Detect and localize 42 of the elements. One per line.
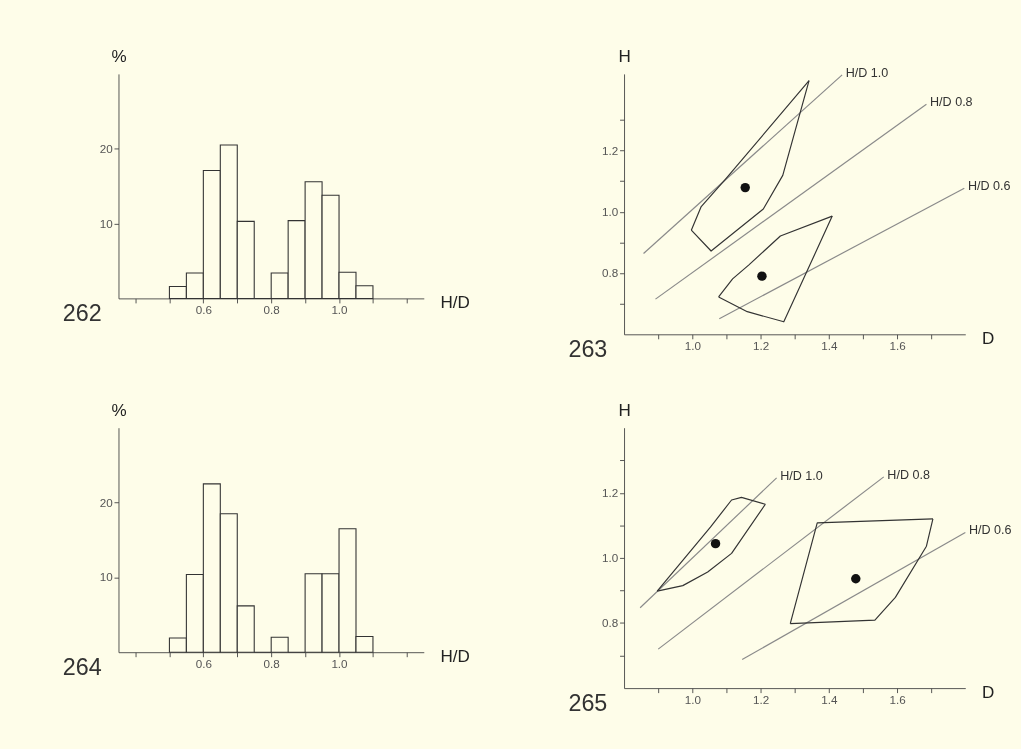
x-tick-label: 1.2 (752, 339, 770, 353)
x-tick-label: 1.6 (889, 692, 906, 706)
y-tick-label: 1.0 (602, 204, 619, 218)
y-tick-label: 1.2 (602, 485, 619, 499)
y-axis-title: % (111, 46, 127, 66)
series-label: H/D 0.8 (930, 95, 973, 110)
x-axis-title: H/D (440, 646, 470, 666)
text: 264 (62, 653, 102, 680)
y-tick-label: 10 (99, 216, 114, 230)
x-tick-label: 0.8 (263, 303, 280, 317)
text: 263 (568, 335, 608, 362)
series-label: H/D 0.8 (887, 467, 930, 482)
y-axis-title: % (111, 400, 127, 420)
series-label: H/D 0.6 (967, 179, 1011, 194)
y-tick-label: 20 (99, 141, 114, 155)
x-tick-label: 1.0 (684, 692, 702, 706)
x-axis-title: D (981, 682, 995, 702)
x-tick-label: 1.6 (889, 339, 906, 353)
y-tick-label: 10 (99, 570, 114, 584)
x-tick-label: 0.6 (195, 656, 212, 670)
y-tick-label: 20 (99, 495, 114, 509)
text: 265 (568, 689, 608, 716)
y-tick-label: 1.2 (602, 143, 619, 157)
x-tick-label: 0.6 (195, 303, 212, 317)
x-tick-label: 1.2 (752, 692, 770, 706)
x-tick-label: 1.0 (331, 656, 349, 670)
x-tick-label: 1.4 (821, 339, 838, 353)
x-tick-label: 0.8 (263, 656, 280, 670)
y-axis-title: H (618, 46, 631, 66)
series-label: H/D 0.6 (968, 523, 1012, 538)
x-tick-label: 1.0 (331, 303, 349, 317)
x-tick-label: 1.4 (821, 692, 838, 706)
y-axis-title: H (618, 400, 631, 420)
x-tick-label: 1.0 (684, 339, 702, 353)
series-label: H/D 1.0 (845, 65, 889, 80)
series-label: H/D 1.0 (780, 468, 823, 483)
y-tick-label: 1.0 (602, 550, 619, 564)
y-tick-label: 0.8 (602, 616, 619, 630)
x-axis-title: D (981, 328, 995, 348)
text: 262 (62, 299, 102, 326)
x-axis-title: H/D (440, 292, 470, 312)
y-tick-label: 0.8 (602, 266, 619, 280)
